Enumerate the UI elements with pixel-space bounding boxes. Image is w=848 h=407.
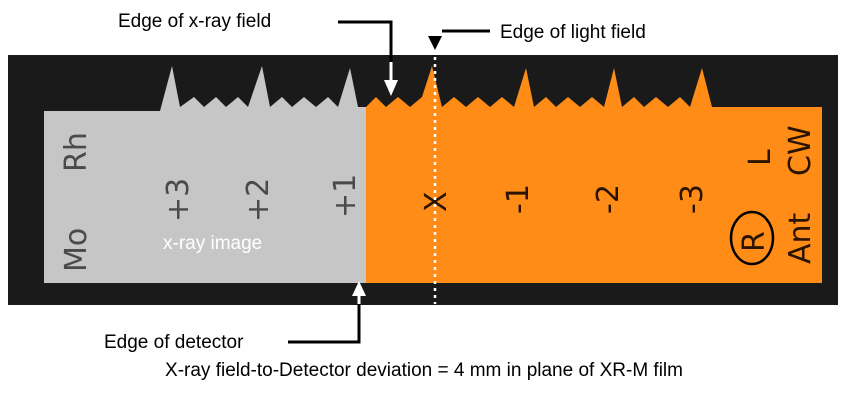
edge-xray-field-arrowhead: [384, 80, 398, 96]
edge-detector-label: Edge of detector: [104, 332, 244, 353]
xray-image-region: [44, 66, 366, 283]
mark-rh: Rh: [59, 132, 94, 172]
xray-image-label: x-ray image: [163, 233, 262, 254]
mark-r-circle: [729, 210, 775, 266]
mark-plus2: +2: [241, 178, 276, 222]
film-markings: Mo Rh +3 +2 +1 X -1 -2 -3 L CW R Ant: [59, 125, 818, 272]
figure-caption: X-ray field-to-Detector deviation = 4 mm…: [165, 360, 683, 381]
edge-xray-field-label: Edge of x-ray field: [118, 11, 271, 32]
edge-light-field-arrowhead: [428, 36, 442, 50]
edge-xray-field-leader: [338, 20, 393, 62]
light-field-region: [366, 66, 822, 283]
mark-minus1: -1: [501, 184, 536, 214]
mark-plus1: +1: [328, 174, 363, 218]
mark-r: R: [737, 231, 772, 252]
edge-detector-arrowhead: [352, 281, 366, 296]
edge-detector-leader: [288, 304, 361, 344]
mark-cw: CW: [783, 125, 818, 176]
mark-mo: Mo: [59, 228, 94, 272]
mark-plus3: +3: [161, 178, 196, 222]
mark-ant: Ant: [783, 212, 818, 264]
mark-minus2: -2: [591, 184, 626, 214]
mark-center: X: [419, 191, 454, 212]
mark-l: L: [743, 149, 778, 166]
mark-minus3: -3: [675, 184, 710, 214]
edge-light-field-label: Edge of light field: [500, 22, 646, 43]
